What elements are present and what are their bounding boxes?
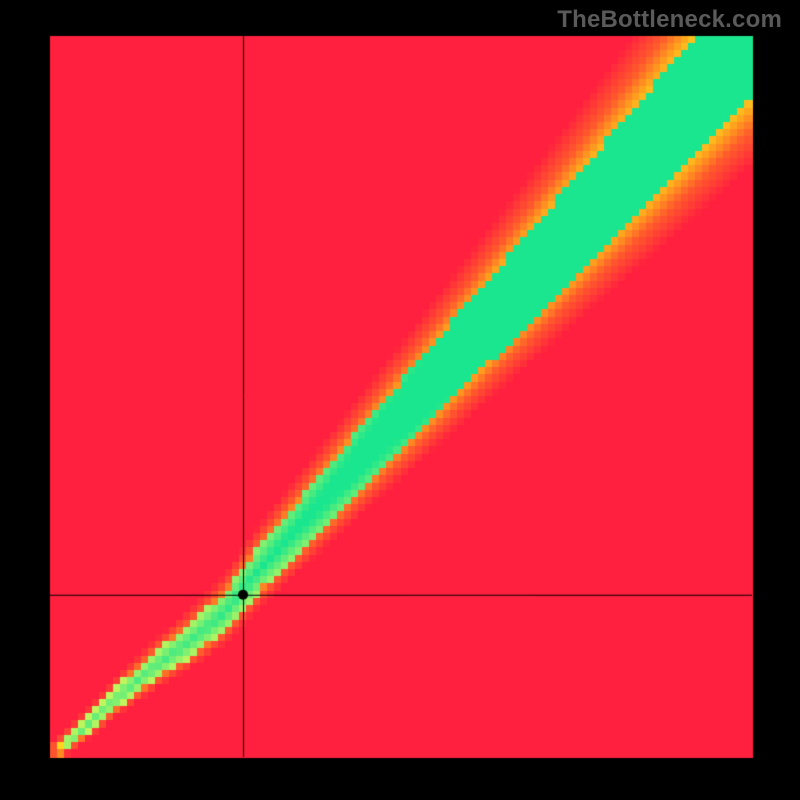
bottleneck-heatmap: [0, 0, 800, 800]
chart-container: TheBottleneck.com: [0, 0, 800, 800]
watermark-text: TheBottleneck.com: [557, 6, 782, 34]
